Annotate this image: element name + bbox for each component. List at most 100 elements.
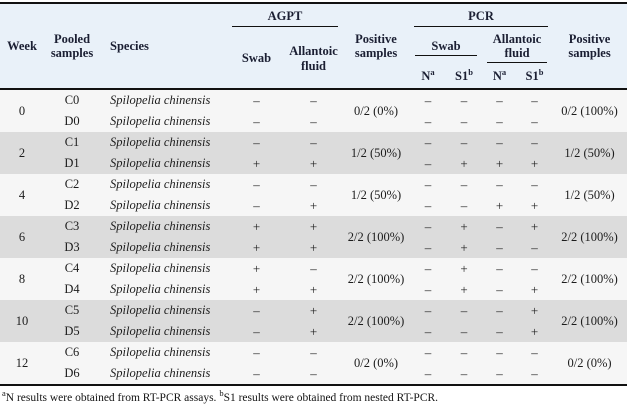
- agpt-swab-result: +: [228, 237, 285, 258]
- agpt-fluid-result: –: [285, 363, 343, 385]
- table-row: 2 C1 Spilopelia chinensis – –1/2 (50%) – – – –1/…: [0, 132, 627, 174]
- header-agpt-positive-samples: Positive samples: [342, 3, 411, 90]
- sample-id-cell: C6: [44, 342, 100, 363]
- species-cell: Spilopelia chinensis: [100, 342, 228, 363]
- agpt-swab-result: –: [228, 342, 285, 363]
- sample-id-cell: C5: [44, 300, 100, 321]
- pcr-fluid-n-result: –: [482, 258, 518, 279]
- agpt-swab-result: +: [228, 216, 285, 237]
- agpt-fluid-result: +: [285, 300, 343, 321]
- header-species: Species: [100, 3, 228, 90]
- pcr-fluid-s1-result: –: [517, 132, 553, 153]
- week-cell: 10: [0, 300, 44, 342]
- pcr-swab-n-result: –: [410, 216, 447, 237]
- table-header: Week Pooled samples Species AGPT Positiv…: [0, 3, 627, 90]
- pcr-fluid-s1-result: –: [517, 237, 553, 258]
- pcr-fluid-n-result: –: [482, 216, 518, 237]
- pcr-swab-n-result: –: [410, 342, 447, 363]
- pcr-fluid-s1-result: –: [517, 363, 553, 385]
- pcr-swab-n-result: –: [410, 174, 447, 195]
- header-pcr-swab-s1: S1b: [446, 65, 483, 90]
- header-pcr-allantoic-fluid: Allantoic fluid: [482, 29, 553, 65]
- agpt-fluid-result: –: [285, 174, 343, 195]
- header-pcr-fluid-s1: S1b: [517, 65, 553, 90]
- agpt-fluid-result: –: [285, 132, 343, 153]
- header-pcr-label: PCR: [414, 6, 549, 27]
- species-cell: Spilopelia chinensis: [100, 216, 228, 237]
- sample-id-cell: D6: [44, 363, 100, 385]
- sample-id-cell: C3: [44, 216, 100, 237]
- agpt-positive-cell: 2/2 (100%): [342, 300, 411, 342]
- pcr-swab-n-result: –: [410, 321, 447, 342]
- n-gene-sup: a: [430, 67, 435, 78]
- table-row: 0 C0 Spilopelia chinensis – –0/2 (0%) – – – –0/2…: [0, 89, 627, 132]
- s1-gene-label: S1: [455, 69, 469, 84]
- pcr-fluid-s1-result: –: [517, 89, 553, 111]
- header-agpt-allantoic-fluid: Allantoic fluid: [285, 29, 343, 90]
- species-cell: Spilopelia chinensis: [100, 237, 228, 258]
- agpt-fluid-result: –: [285, 89, 343, 111]
- table-row: 6 C3 Spilopelia chinensis + +2/2 (100%) – + – +2…: [0, 216, 627, 258]
- results-table: Week Pooled samples Species AGPT Positiv…: [0, 2, 627, 386]
- pcr-positive-cell: 1/2 (50%): [552, 132, 627, 174]
- pcr-fluid-s1-result: –: [517, 111, 553, 132]
- sample-id-cell: C4: [44, 258, 100, 279]
- table-row: 12 C6 Spilopelia chinensis – –0/2 (0%) – – – –0/…: [0, 342, 627, 385]
- results-table-body: 0 C0 Spilopelia chinensis – –0/2 (0%) – – – –0/2…: [0, 89, 627, 385]
- pcr-swab-n-result: –: [410, 258, 447, 279]
- pcr-positive-cell: 0/2 (0%): [552, 342, 627, 385]
- table-row: 8 C4 Spilopelia chinensis + –2/2 (100%) – + – –2…: [0, 258, 627, 300]
- footnote: aN results were obtained from RT-PCR ass…: [0, 386, 627, 405]
- sample-id-cell: D1: [44, 153, 100, 174]
- agpt-positive-cell: 0/2 (0%): [342, 89, 411, 132]
- sample-id-cell: D4: [44, 279, 100, 300]
- header-agpt-swab: Swab: [228, 29, 285, 90]
- week-cell: 4: [0, 174, 44, 216]
- sample-id-cell: D2: [44, 195, 100, 216]
- header-pcr-swab-n: Na: [410, 65, 447, 90]
- pcr-swab-n-result: –: [410, 279, 447, 300]
- header-week: Week: [0, 3, 44, 90]
- pcr-swab-s1-result: +: [446, 258, 483, 279]
- agpt-swab-result: –: [228, 132, 285, 153]
- pcr-swab-s1-result: +: [446, 237, 483, 258]
- pcr-fluid-n-result: –: [482, 321, 518, 342]
- pcr-fluid-s1-result: +: [517, 321, 553, 342]
- pcr-fluid-n-result: –: [482, 174, 518, 195]
- agpt-fluid-result: –: [285, 342, 343, 363]
- sample-id-cell: D5: [44, 321, 100, 342]
- pcr-swab-n-result: –: [410, 89, 447, 111]
- pcr-positive-cell: 2/2 (100%): [552, 300, 627, 342]
- pcr-swab-n-result: –: [410, 300, 447, 321]
- header-row-genes: Na S1b Na S1b: [0, 65, 627, 90]
- pcr-positive-cell: 2/2 (100%): [552, 258, 627, 300]
- pcr-fluid-s1-result: +: [517, 300, 553, 321]
- n-gene-label: N: [421, 69, 431, 84]
- agpt-positive-cell: 1/2 (50%): [342, 174, 411, 216]
- pcr-swab-s1-result: –: [446, 363, 483, 385]
- pcr-fluid-n-result: –: [482, 363, 518, 385]
- pcr-fluid-n-result: –: [482, 89, 518, 111]
- species-cell: Spilopelia chinensis: [100, 132, 228, 153]
- pcr-swab-s1-result: +: [446, 279, 483, 300]
- agpt-fluid-result: –: [285, 258, 343, 279]
- pcr-swab-s1-result: +: [446, 216, 483, 237]
- pcr-swab-s1-result: –: [446, 300, 483, 321]
- agpt-positive-cell: 0/2 (0%): [342, 342, 411, 385]
- footnote-text-b: S1 results were obtained from nested RT-…: [223, 392, 439, 404]
- agpt-swab-result: –: [228, 89, 285, 111]
- pcr-fluid-s1-result: +: [517, 279, 553, 300]
- table-row: D1 Spilopelia chinensis + + – + + +: [0, 153, 627, 174]
- pcr-swab-s1-result: +: [446, 153, 483, 174]
- pcr-swab-n-result: –: [410, 195, 447, 216]
- species-cell: Spilopelia chinensis: [100, 195, 228, 216]
- agpt-fluid-result: +: [285, 153, 343, 174]
- table-row: D5 Spilopelia chinensis – + – – – +: [0, 321, 627, 342]
- s1-gene-sup: b: [468, 67, 473, 78]
- agpt-swab-result: +: [228, 153, 285, 174]
- species-cell: Spilopelia chinensis: [100, 300, 228, 321]
- sample-id-cell: C2: [44, 174, 100, 195]
- pcr-swab-s1-result: –: [446, 195, 483, 216]
- pcr-fluid-n-result: +: [482, 153, 518, 174]
